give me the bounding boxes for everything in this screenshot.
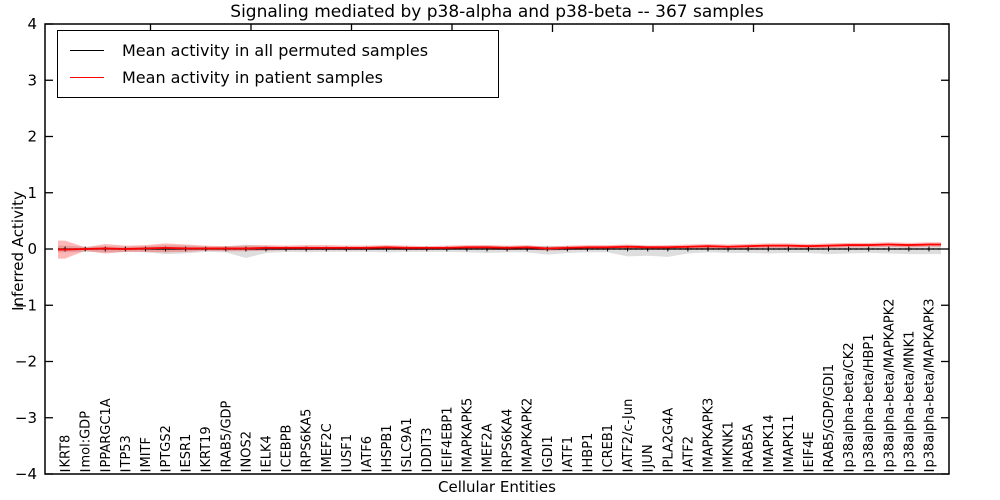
x-tick-label: RPS6KA4: [501, 409, 516, 468]
y-tick-label: −1: [15, 296, 37, 314]
patient-line: [58, 243, 941, 251]
legend-line-permuted: [70, 50, 104, 51]
x-tick-label: p38alpha-beta/MNK1: [902, 331, 917, 468]
y-tick-label: 3: [27, 71, 37, 89]
x-tick-label: p38alpha-beta/MAPKAPK2: [882, 299, 897, 468]
x-tick-label: MEF2A: [480, 423, 495, 467]
legend-label: Mean activity in patient samples: [122, 68, 383, 87]
x-tick-label: SLC9A1: [400, 417, 415, 467]
x-tick-label: ATF6: [360, 436, 375, 468]
x-tick-label: ATF2/c-Jun: [621, 399, 636, 468]
x-tick-label: MAPKAPK3: [701, 398, 716, 468]
x-tick-label: ELK4: [260, 435, 275, 467]
x-tick-label: MAPK14: [762, 414, 777, 467]
x-tick-label: TP53: [119, 435, 134, 468]
x-tick-label: MAPK11: [782, 414, 797, 467]
x-tick-label: ATF2: [681, 436, 696, 468]
x-tick-label: p38alpha-beta/HBP1: [862, 333, 877, 467]
x-tick-label: mol:GDP: [79, 411, 94, 468]
x-tick-label: EIF4EBP1: [440, 406, 455, 467]
x-tick-label: RAB5A: [742, 424, 757, 468]
x-tick-label: USF1: [340, 434, 355, 468]
x-tick-label: ESR1: [179, 434, 194, 468]
x-tick-label: GDI1: [541, 435, 556, 467]
x-tick-label: CEBPB: [280, 425, 295, 468]
legend: Mean activity in all permuted samples Me…: [57, 30, 499, 98]
x-tick-label: RAB5/GDP: [219, 400, 234, 467]
x-tick-label: NOS2: [239, 431, 254, 467]
y-tick-label: −3: [15, 409, 37, 427]
x-tick-label: MAPKAPK2: [521, 398, 536, 468]
x-tick-label: MITF: [139, 437, 154, 467]
x-tick-label: MEF2C: [320, 423, 335, 467]
legend-line-patient: [70, 77, 104, 78]
x-tick-label: p38alpha-beta/MAPKAPK3: [922, 299, 937, 468]
chart-title: Signaling mediated by p38-alpha and p38-…: [230, 2, 764, 22]
y-tick-label: 2: [27, 128, 37, 146]
y-axis-label: Inferred Activity: [9, 191, 27, 311]
x-tick-label: HBP1: [581, 433, 596, 468]
x-tick-label: p38alpha-beta/CK2: [842, 342, 857, 467]
x-tick-label: MAPKAPK5: [460, 398, 475, 468]
x-tick-label: CREB1: [601, 424, 616, 468]
y-tick-label: 1: [27, 184, 37, 202]
y-tick-label: 4: [27, 15, 37, 33]
x-axis-label: Cellular Entities: [438, 478, 556, 496]
legend-label: Mean activity in all permuted samples: [122, 41, 429, 60]
x-tick-label: JUN: [641, 444, 656, 468]
legend-item: Mean activity in all permuted samples: [70, 37, 490, 64]
x-tick-label: RAB5/GDP/GDI1: [822, 364, 837, 467]
y-tick-label: 0: [27, 240, 37, 258]
x-tick-label: HSPB1: [380, 424, 395, 467]
y-tick-label: −2: [15, 353, 37, 371]
legend-item: Mean activity in patient samples: [70, 64, 490, 91]
x-tick-label: KRT19: [199, 426, 214, 467]
y-tick-label: −4: [15, 465, 37, 483]
x-tick-label: ATF1: [561, 436, 576, 468]
x-tick-label: DDIT3: [420, 427, 435, 467]
x-tick-label: MKNK1: [722, 421, 737, 467]
x-tick-label: PTGS2: [159, 425, 174, 467]
x-tick-label: PLA2G4A: [661, 408, 676, 468]
x-tick-label: KRT8: [59, 435, 74, 468]
x-tick-label: EIF4E: [802, 431, 817, 467]
x-tick-label: PPARGC1A: [99, 398, 114, 467]
x-tick-label: RPS6KA5: [300, 409, 315, 468]
